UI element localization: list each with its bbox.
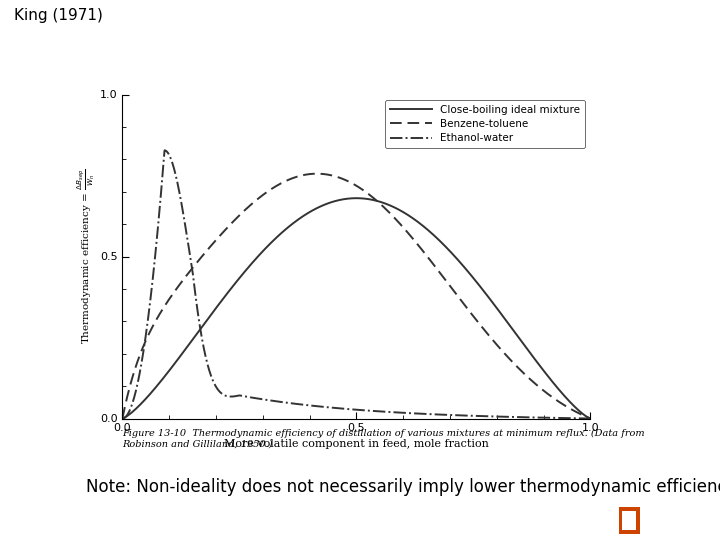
Ethanol-water (346, 406, 354, 413)
Close-boiling ideal mixture (572, 406, 581, 412)
Close-boiling ideal mixture (142, 395, 150, 401)
Close-boiling ideal mixture (572, 406, 581, 412)
Ethanol-water (161, 147, 169, 153)
Benzene-toluene (142, 336, 150, 343)
Ethanol-water (142, 329, 150, 335)
Close-boiling ideal mixture (118, 415, 127, 422)
Close-boiling ideal mixture (333, 197, 342, 204)
Line: Ethanol-water: Ethanol-water (122, 150, 590, 418)
Ethanol-water (572, 415, 581, 422)
Benzene-toluene (572, 409, 581, 415)
Close-boiling ideal mixture (352, 195, 361, 201)
Close-boiling ideal mixture (487, 298, 495, 304)
Ethanol-water (572, 415, 581, 422)
Benzene-toluene (312, 171, 321, 177)
Ethanol-water (333, 405, 342, 411)
Text: NTNU: NTNU (647, 514, 690, 528)
Benzene-toluene (586, 415, 595, 422)
Close-boiling ideal mixture (586, 415, 595, 422)
Ethanol-water (487, 413, 495, 420)
Line: Benzene-toluene: Benzene-toluene (122, 174, 590, 418)
X-axis label: More volatile component in feed, mole fraction: More volatile component in feed, mole fr… (224, 439, 489, 449)
Text: 18: 18 (18, 514, 36, 528)
Text: King (1971): King (1971) (14, 8, 103, 23)
Y-axis label: Thermodynamic efficiency = $\frac{\Delta B_{sep}}{W_n}$: Thermodynamic efficiency = $\frac{\Delta… (75, 168, 97, 345)
Text: Note: Non-ideality does not necessarily imply lower thermodynamic efficiency: Note: Non-ideality does not necessarily … (86, 478, 720, 496)
Benzene-toluene (487, 335, 495, 341)
Ethanol-water (586, 415, 595, 422)
Ethanol-water (118, 415, 127, 422)
Legend: Close-boiling ideal mixture, Benzene-toluene, Ethanol-water: Close-boiling ideal mixture, Benzene-tol… (384, 100, 585, 149)
FancyBboxPatch shape (619, 507, 639, 534)
Text: Figure 13-10  Thermodynamic efficiency of distillation of various mixtures at mi: Figure 13-10 Thermodynamic efficiency of… (122, 429, 645, 449)
Benzene-toluene (346, 179, 354, 186)
Benzene-toluene (572, 409, 581, 416)
Benzene-toluene (333, 174, 342, 180)
FancyBboxPatch shape (622, 511, 636, 530)
Line: Close-boiling ideal mixture: Close-boiling ideal mixture (122, 198, 590, 418)
Benzene-toluene (118, 415, 127, 422)
Close-boiling ideal mixture (346, 195, 354, 201)
